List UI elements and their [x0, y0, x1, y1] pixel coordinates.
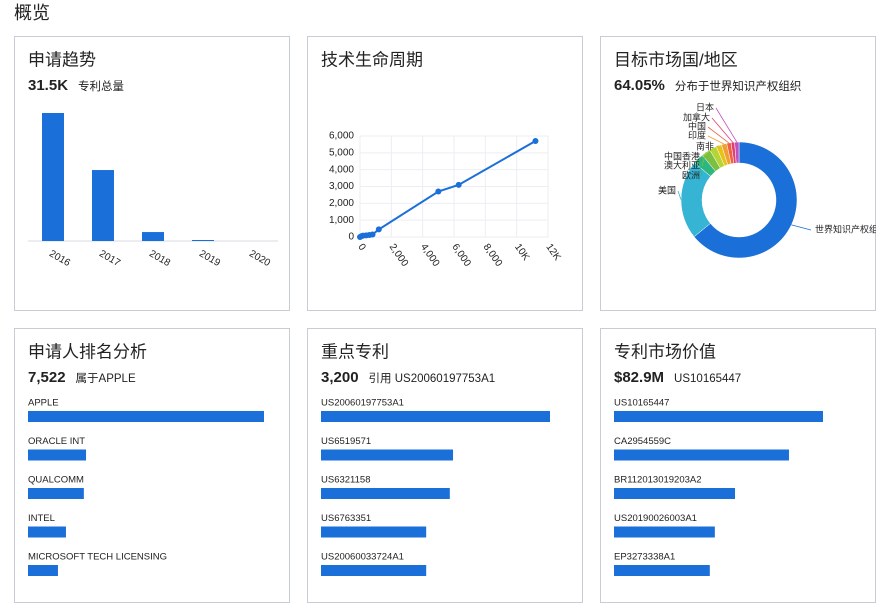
stat-value: $82.9M — [614, 369, 664, 386]
slice-label: 南非 — [696, 140, 714, 151]
bar-label: CA2954559C — [614, 436, 671, 447]
panel-title: 申请人排名分析 — [28, 342, 147, 361]
leader-line — [715, 107, 738, 143]
bar-label: US20060197753A1 — [321, 398, 404, 409]
bar — [92, 170, 114, 241]
leader-line — [697, 158, 703, 177]
bar — [28, 488, 84, 499]
stat-value: 64.05% — [614, 77, 665, 94]
bar-label: APPLE — [28, 398, 59, 409]
slice-label: 中国 — [688, 120, 706, 131]
bar — [192, 240, 214, 241]
bar — [321, 449, 454, 461]
y-tick-label: 3,000 — [329, 181, 354, 192]
bar — [28, 411, 264, 422]
point — [455, 181, 462, 188]
slice-label: 印度 — [688, 129, 706, 140]
bar-label: US6519571 — [321, 436, 371, 447]
y-tick-label: 6,000 — [329, 131, 354, 142]
y-tick-label: 4,000 — [329, 164, 354, 175]
bar — [28, 526, 66, 538]
bar — [42, 113, 64, 241]
bar-label: MICROSOFT TECH LICENSING — [28, 552, 167, 563]
panel: 申请人排名分析 7,522 属于APPLE APPLE ORACLE INT QUALCO… — [14, 328, 290, 603]
bar — [321, 526, 427, 538]
slice-label: 中国香港 — [664, 150, 700, 161]
page-title: 概览 — [14, 3, 50, 23]
bar — [614, 565, 710, 576]
panel-title: 专利市场价值 — [614, 342, 716, 361]
slice-label: 澳大利亚 — [664, 159, 700, 170]
bar — [28, 449, 87, 461]
bar — [614, 449, 789, 461]
y-tick-label: 2,000 — [329, 198, 354, 209]
panel: 专利市场价值 $82.9M US10165447 US10165447 CA295455… — [600, 328, 876, 603]
pie-slice — [693, 141, 798, 259]
slice-label: 欧洲 — [682, 169, 700, 180]
leader-line — [707, 135, 725, 145]
panel-title: 目标市场国/地区 — [614, 50, 738, 69]
stat-label: 专利总量 — [78, 79, 124, 93]
panel-border — [600, 328, 876, 603]
y-tick-label: 5,000 — [329, 147, 354, 158]
leader-line — [711, 117, 734, 143]
bar-label: US6321158 — [321, 475, 370, 486]
bar — [321, 411, 550, 422]
panel-border — [307, 328, 583, 603]
panel-title: 申请趋势 — [28, 50, 96, 69]
panel-border — [307, 36, 583, 311]
bar-label: US20060033724A1 — [321, 552, 404, 563]
bar — [614, 526, 715, 538]
bar — [142, 232, 164, 241]
leader-line — [791, 224, 812, 231]
leader-line — [677, 190, 682, 200]
stat-label: 分布于世界知识产权组织 — [675, 79, 802, 93]
bar-label: US10165447 — [614, 398, 669, 409]
leader-line — [701, 147, 714, 158]
bar-label: US20190026003A1 — [614, 513, 697, 524]
leader-line — [707, 126, 730, 144]
slice-label: 世界知识产权组织 — [815, 223, 883, 234]
point — [375, 226, 382, 233]
stat-value: 3,200 — [321, 369, 359, 386]
panel-border — [14, 328, 290, 603]
bar — [614, 411, 823, 422]
bar-label: ORACLE INT — [28, 436, 85, 447]
bar — [321, 488, 450, 499]
bar-label: EP3273338A1 — [614, 552, 675, 563]
point — [435, 188, 442, 195]
stat-label: US10165447 — [674, 373, 741, 385]
stat-value: 7,522 — [28, 369, 66, 386]
bar-label: INTEL — [28, 513, 55, 524]
bar — [28, 565, 58, 576]
pie-slice — [734, 141, 740, 164]
bar-label: US6763351 — [321, 513, 371, 524]
y-tick-label: 0 — [348, 232, 354, 243]
panel-title: 重点专利 — [321, 342, 389, 361]
panel: 重点专利 3,200 引用 US20060197753A1 US20060197753… — [307, 328, 583, 603]
slice-label: 美国 — [658, 184, 676, 195]
bar-label: BR112013019203A2 — [614, 475, 702, 486]
point — [369, 231, 376, 238]
leader-line — [715, 145, 720, 148]
panel-border — [600, 36, 876, 311]
bar — [321, 565, 427, 576]
panel-title: 技术生命周期 — [321, 50, 423, 69]
stat-label: 属于APPLE — [76, 372, 136, 385]
slice-label: 日本 — [696, 101, 714, 112]
bar-label: QUALCOMM — [28, 475, 84, 486]
x-tick-label: 0 — [355, 242, 367, 253]
bar — [614, 488, 736, 499]
y-tick-label: 1,000 — [329, 215, 354, 226]
slice-label: 加拿大 — [683, 111, 710, 122]
stat-label: 引用 US20060197753A1 — [369, 371, 496, 385]
point — [532, 138, 539, 145]
stat-value: 31.5K — [28, 77, 68, 94]
